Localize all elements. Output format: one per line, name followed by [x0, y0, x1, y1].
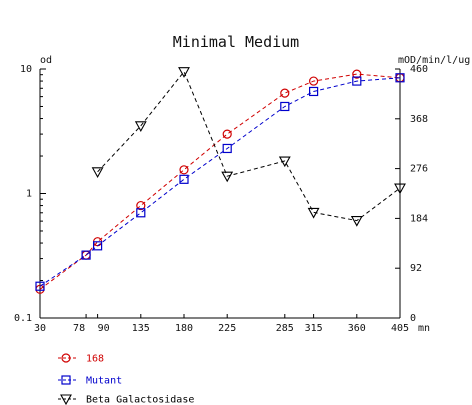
data-point: [136, 200, 146, 211]
x-tick-label: 405: [391, 323, 409, 334]
series-layer: [35, 67, 406, 294]
data-point: [280, 101, 290, 112]
series-line: [97, 70, 401, 222]
legend-item: Mutant: [58, 375, 122, 387]
y-left-tick-label: 10: [20, 64, 32, 75]
data-point: [134, 121, 147, 132]
data-point: [178, 67, 190, 78]
x-tick-label: 78: [73, 323, 85, 334]
data-point: [350, 216, 363, 227]
data-point: [179, 174, 189, 184]
data-point: [352, 69, 362, 79]
y-right-tick-label: 184: [410, 213, 428, 224]
data-point: [35, 281, 45, 291]
data-point: [394, 183, 406, 195]
series-2: [91, 67, 406, 227]
y-right-tick-label: 92: [410, 263, 422, 274]
data-point: [222, 129, 232, 139]
legend-label: 168: [86, 354, 104, 365]
y-right-tick-label: 368: [410, 114, 428, 125]
axes: 30 78 90 135 180 225 285 315 360 405 0.1 1 10 0 92 184 2…: [14, 64, 428, 334]
x-axis-unit-label: mn: [418, 323, 430, 334]
legend-item: 168: [58, 353, 104, 365]
data-point: [309, 76, 319, 86]
legend-marker: [61, 375, 71, 385]
x-tick-label: 285: [276, 323, 294, 334]
y-left-tick-label: 1: [26, 189, 32, 200]
legend-marker: [61, 353, 71, 363]
data-point: [307, 207, 320, 219]
x-tick-label: 90: [98, 323, 110, 334]
y-right-tick-label: 460: [410, 64, 428, 75]
data-point: [221, 171, 234, 183]
data-point: [278, 156, 291, 168]
y-right-tick-label: 0: [410, 313, 416, 324]
y-left-tick-label: 0.1: [14, 313, 32, 324]
legend-marker: [60, 394, 72, 405]
x-tick-label: 135: [132, 323, 150, 334]
x-tick-label: 315: [305, 323, 323, 334]
data-point: [222, 143, 232, 154]
y-axis-right-label: mOD/min/l/ug: [398, 55, 470, 66]
y-axis-left-label: od: [40, 55, 52, 66]
chart-title: Minimal Medium: [173, 33, 299, 51]
series-0: [35, 69, 405, 294]
series-line: [39, 77, 401, 287]
data-point: [309, 86, 319, 97]
data-point: [91, 167, 104, 178]
data-point: [92, 241, 103, 251]
data-point: [179, 165, 189, 175]
data-point: [280, 88, 290, 98]
x-tick-label: 180: [175, 323, 193, 334]
data-point: [352, 76, 362, 86]
legend-item: Beta Galactosidase: [58, 394, 194, 405]
legend: 168 Mutant Beta Galactosidase: [58, 353, 194, 405]
x-tick-label: 360: [348, 323, 366, 334]
legend-label: Mutant: [86, 376, 122, 387]
data-point: [81, 250, 91, 260]
data-point: [395, 73, 405, 83]
x-tick-label: 30: [34, 323, 46, 334]
series-1: [35, 73, 405, 291]
legend-label: Beta Galactosidase: [86, 395, 194, 405]
series-line: [39, 73, 401, 290]
x-tick-label: 225: [218, 323, 236, 334]
y-right-tick-label: 276: [410, 164, 428, 175]
data-point: [136, 208, 146, 218]
